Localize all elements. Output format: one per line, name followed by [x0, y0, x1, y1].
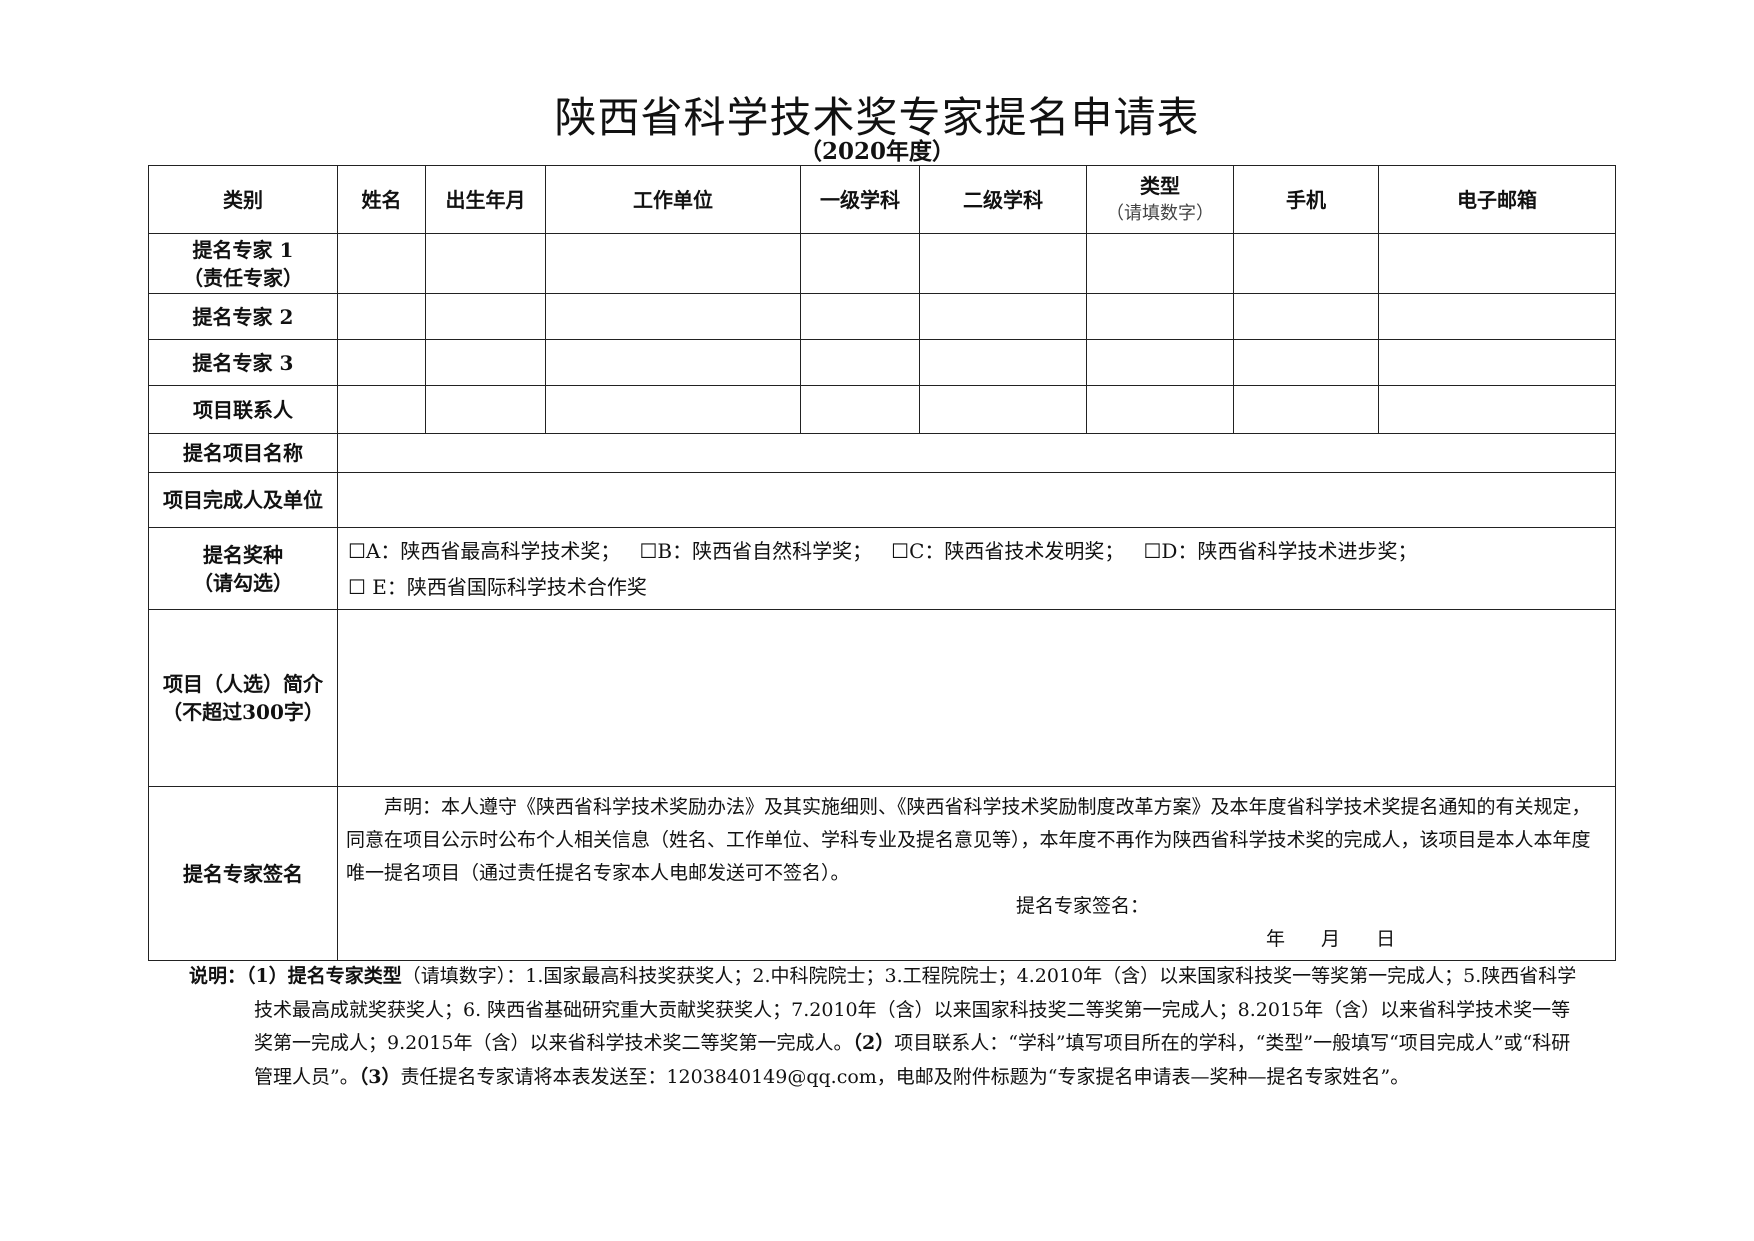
signature-row: 提名专家签名 声明：本人遵守《陕西省科学技术奖励办法》及其实施细则、《陕西省科学…: [148, 786, 1616, 961]
application-form-table: 类别 姓名 出生年月 工作单位 一级学科 二级学科 类型 （请填数字） 手机 电子…: [148, 165, 1616, 961]
birth-field[interactable]: [425, 385, 546, 434]
header-type: 类型 （请填数字）: [1086, 165, 1234, 234]
birth-field[interactable]: [425, 293, 546, 340]
note1-hint: （请填数字）：: [401, 965, 526, 987]
header-phone: 手机: [1233, 165, 1379, 234]
intro-label: 项目（人选）简介 （不超过300字）: [148, 609, 338, 787]
note1-body: 1.国家最高科技奖获奖人；2.中科院院士；3.工程院院士；4.2010年（含）以…: [254, 965, 1577, 1054]
type-field[interactable]: [1086, 233, 1234, 294]
intro-label-sub: （不超过300字）: [162, 700, 324, 724]
discipline2-field[interactable]: [919, 233, 1087, 294]
name-field[interactable]: [337, 385, 426, 434]
name-field[interactable]: [337, 233, 426, 294]
project-name-row: 提名项目名称: [148, 433, 1616, 473]
phone-field[interactable]: [1233, 385, 1379, 434]
header-name: 姓名: [337, 165, 426, 234]
award-options: ☐A：陕西省最高科学技术奖； ☐B：陕西省自然科学奖； ☐C：陕西省技术发明奖；…: [337, 527, 1616, 610]
form-title: 陕西省科学技术奖专家提名申请表: [554, 93, 1200, 142]
declaration-cell: 声明：本人遵守《陕西省科学技术奖励办法》及其实施细则、《陕西省科学技术奖励制度改…: [337, 786, 1616, 961]
row-label: 提名专家 2: [148, 293, 338, 340]
header-row: 类别 姓名 出生年月 工作单位 一级学科 二级学科 类型 （请填数字） 手机 电子…: [148, 165, 1616, 234]
form-subtitle: （2020年度）: [798, 138, 955, 165]
row-label: 提名专家 1 （责任专家）: [148, 233, 338, 294]
birth-field[interactable]: [425, 339, 546, 386]
discipline2-field[interactable]: [919, 339, 1087, 386]
type-field[interactable]: [1086, 293, 1234, 340]
intro-field[interactable]: [337, 609, 1616, 787]
note3-body: 责任提名专家请将本表发送至：1203840149@qq.com，电邮及附件标题为…: [400, 1065, 1410, 1088]
award-label: 提名奖种 （请勾选）: [148, 527, 338, 610]
award-option-c[interactable]: ☐C：陕西省技术发明奖；: [891, 538, 1125, 563]
note1-head: （1）提名专家类型: [246, 965, 402, 987]
header-discipline1: 一级学科: [800, 165, 920, 234]
sign-label: 提名专家签名：: [1016, 895, 1150, 917]
email-field[interactable]: [1378, 233, 1616, 294]
declaration-text: 声明：本人遵守《陕西省科学技术奖励办法》及其实施细则、《陕西省科学技术奖励制度改…: [346, 796, 1591, 884]
project-name-field[interactable]: [337, 433, 1616, 473]
note2-head: （2）: [852, 1032, 895, 1054]
email-field[interactable]: [1378, 339, 1616, 386]
row-label-main: 提名专家 1: [192, 237, 294, 262]
completers-field[interactable]: [337, 472, 1616, 528]
note2-body: 项目联系人：“学科”填写项目所在的学科，“类型”一般填写“项目完成人”或“科研管…: [254, 1032, 1571, 1088]
notes-prefix: 说明：: [189, 965, 247, 987]
discipline1-field[interactable]: [800, 293, 920, 340]
work-unit-field[interactable]: [545, 233, 801, 294]
award-option-e[interactable]: ☐ E：陕西省国际科学技术合作奖: [348, 574, 647, 599]
discipline1-field[interactable]: [800, 233, 920, 294]
discipline2-field[interactable]: [919, 385, 1087, 434]
type-field[interactable]: [1086, 339, 1234, 386]
award-option-a[interactable]: ☐A：陕西省最高科学技术奖；: [348, 538, 621, 563]
note3-head: （3）: [358, 1065, 401, 1088]
header-discipline2: 二级学科: [919, 165, 1087, 234]
birth-field[interactable]: [425, 233, 546, 294]
date-label: 年 月 日: [1266, 928, 1396, 950]
award-label-sub: （请勾选）: [193, 570, 293, 595]
discipline1-field[interactable]: [800, 339, 920, 386]
email-field[interactable]: [1378, 293, 1616, 340]
type-label: 类型: [1140, 173, 1180, 198]
expert-2-row: 提名专家 2: [148, 293, 1616, 340]
intro-row: 项目（人选）简介 （不超过300字）: [148, 609, 1616, 787]
notes: 说明：（1）提名专家类型（请填数字）：1.国家最高科技奖获奖人；2.中科院院士；…: [189, 960, 1579, 1094]
work-unit-field[interactable]: [545, 293, 801, 340]
type-hint: （请填数字）: [1106, 202, 1214, 224]
header-work-unit: 工作单位: [545, 165, 801, 234]
name-field[interactable]: [337, 293, 426, 340]
phone-field[interactable]: [1233, 293, 1379, 340]
row-label-sub: （责任专家）: [183, 265, 303, 290]
completers-row: 项目完成人及单位: [148, 472, 1616, 528]
header-category: 类别: [148, 165, 338, 234]
award-option-b[interactable]: ☐B：陕西省自然科学奖；: [639, 538, 873, 563]
project-name-label: 提名项目名称: [148, 433, 338, 473]
award-label-main: 提名奖种: [203, 542, 283, 567]
row-label: 提名专家 3: [148, 339, 338, 386]
header-birth: 出生年月: [425, 165, 546, 234]
expert-3-row: 提名专家 3: [148, 339, 1616, 386]
completers-label: 项目完成人及单位: [148, 472, 338, 528]
header-email: 电子邮箱: [1378, 165, 1616, 234]
work-unit-field[interactable]: [545, 385, 801, 434]
type-field[interactable]: [1086, 385, 1234, 434]
phone-field[interactable]: [1233, 233, 1379, 294]
signature-label: 提名专家签名: [148, 786, 338, 961]
expert-1-row: 提名专家 1 （责任专家）: [148, 233, 1616, 294]
discipline1-field[interactable]: [800, 385, 920, 434]
award-row: 提名奖种 （请勾选） ☐A：陕西省最高科学技术奖； ☐B：陕西省自然科学奖； ☐C…: [148, 527, 1616, 610]
contact-row: 项目联系人: [148, 385, 1616, 434]
award-option-d[interactable]: ☐D：陕西省科学技术进步奖；: [1143, 538, 1418, 563]
row-label: 项目联系人: [148, 385, 338, 434]
discipline2-field[interactable]: [919, 293, 1087, 340]
work-unit-field[interactable]: [545, 339, 801, 386]
name-field[interactable]: [337, 339, 426, 386]
phone-field[interactable]: [1233, 339, 1379, 386]
intro-label-main: 项目（人选）简介: [163, 672, 323, 696]
email-field[interactable]: [1378, 385, 1616, 434]
